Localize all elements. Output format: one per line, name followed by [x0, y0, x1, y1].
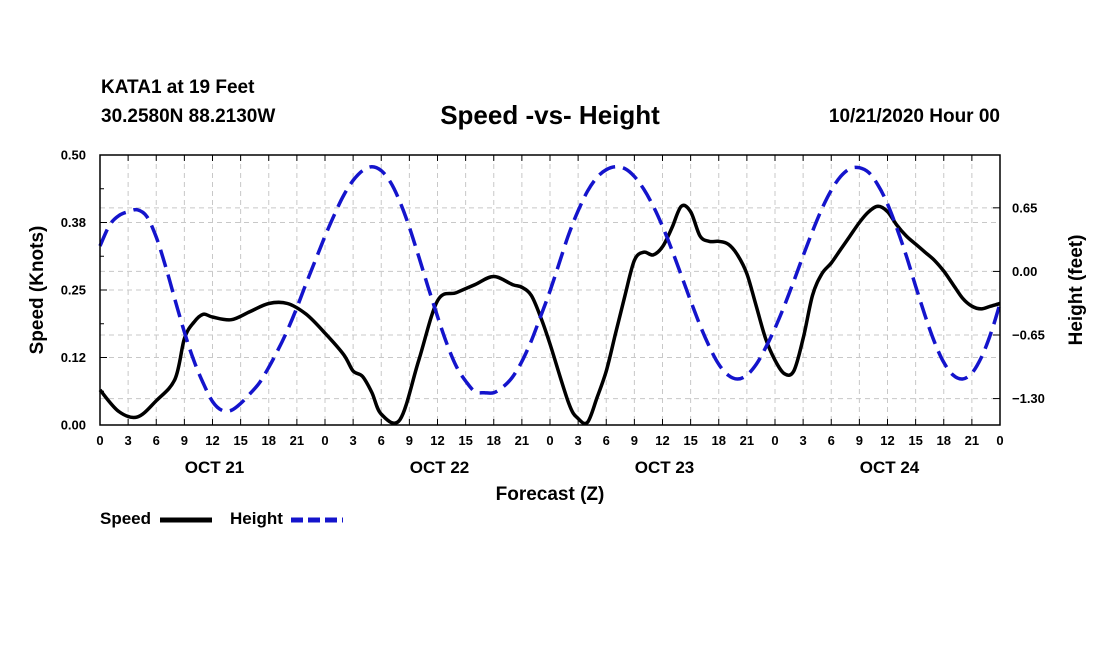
x-tick-label: 12	[655, 433, 669, 448]
legend: Speed Height	[100, 509, 343, 528]
x-tick-label: 18	[937, 433, 951, 448]
x-tick-label: 9	[631, 433, 638, 448]
y2-tick-label: −0.65	[1012, 328, 1045, 343]
x-tick-label: 3	[125, 433, 132, 448]
x-tick-label: 21	[965, 433, 979, 448]
x-tick-label: 18	[712, 433, 726, 448]
legend-speed-label: Speed	[100, 509, 151, 528]
speed-series-line	[98, 203, 1001, 426]
y2-tick-label: 0.65	[1012, 200, 1037, 215]
x-tick-label: 3	[800, 433, 807, 448]
x-tick-label: 21	[740, 433, 754, 448]
x-tick-label: 3	[575, 433, 582, 448]
x-tick-label: 6	[828, 433, 835, 448]
x-tick-label: 0	[321, 433, 328, 448]
x-tick-label: 6	[153, 433, 160, 448]
station-coordinates: 30.2580N 88.2130W	[101, 106, 276, 127]
x-tick-label: 12	[430, 433, 444, 448]
y2-tick-label: 0.00	[1012, 264, 1037, 279]
x-tick-label: 6	[378, 433, 385, 448]
station-name: KATA1 at 19 Feet	[101, 77, 255, 98]
y2-axis-label: Height (feet)	[1066, 235, 1087, 346]
y-tick-label: 0.25	[61, 283, 86, 298]
day-label: OCT 24	[860, 458, 920, 477]
day-label: OCT 22	[410, 458, 470, 477]
x-tick-label: 21	[290, 433, 304, 448]
height-series-line	[98, 164, 1002, 414]
y-tick-label: 0.12	[61, 350, 86, 365]
x-tick-label: 12	[205, 433, 219, 448]
x-tick-label: 21	[515, 433, 529, 448]
y-axis-label: Speed (Knots)	[27, 226, 48, 355]
x-tick-label: 9	[406, 433, 413, 448]
x-tick-label: 12	[880, 433, 894, 448]
x-axis-label: Forecast (Z)	[496, 484, 605, 505]
x-tick-label: 18	[487, 433, 501, 448]
x-tick-label: 15	[233, 433, 247, 448]
y-tick-label: 0.50	[61, 148, 86, 163]
x-tick-label: 9	[181, 433, 188, 448]
y-tick-label: 0.38	[61, 215, 86, 230]
y-tick-label: 0.00	[61, 418, 86, 433]
legend-height-label: Height	[230, 509, 283, 528]
chart-title: Speed -vs- Height	[440, 100, 660, 130]
forecast-datetime: 10/21/2020 Hour 00	[828, 106, 1000, 127]
series-layer	[98, 164, 1002, 426]
x-tick-label: 0	[771, 433, 778, 448]
axis-ticks: 0 3 6 9 12 15 18 21 0 3 6 9 12 15 18 21 0 3 6 9 12 15 18 21 0 3 6 9…	[61, 148, 1045, 478]
x-tick-label: 9	[856, 433, 863, 448]
x-tick-label: 0	[96, 433, 103, 448]
x-tick-label: 0	[996, 433, 1003, 448]
x-tick-label: 3	[350, 433, 357, 448]
x-tick-label: 15	[458, 433, 472, 448]
day-label: OCT 23	[635, 458, 695, 477]
day-label: OCT 21	[185, 458, 245, 477]
y2-tick-label: −1.30	[1012, 391, 1045, 406]
x-tick-label: 15	[683, 433, 697, 448]
x-tick-label: 15	[908, 433, 922, 448]
x-tick-label: 0	[546, 433, 553, 448]
x-tick-label: 18	[262, 433, 276, 448]
x-tick-label: 6	[603, 433, 610, 448]
